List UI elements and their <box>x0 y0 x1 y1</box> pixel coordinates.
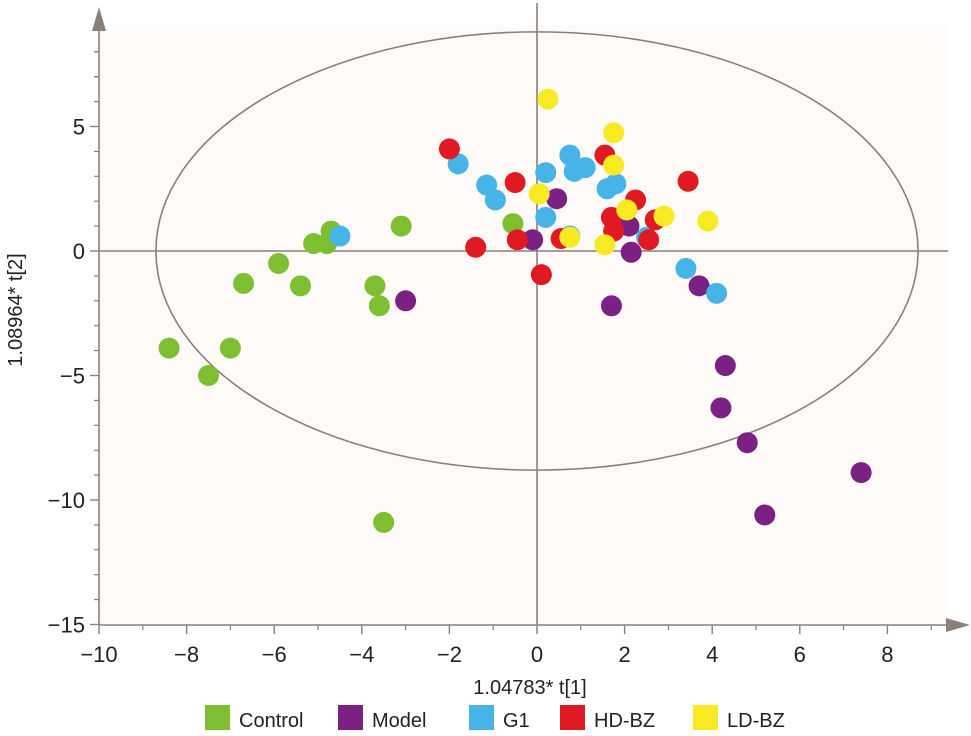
legend-swatch-ld-bz <box>693 705 718 730</box>
x-tick-label: −2 <box>437 642 462 667</box>
point-ld-bz <box>603 122 625 144</box>
x-tick-label: 2 <box>618 642 630 667</box>
data-points <box>158 88 872 533</box>
point-ld-bz <box>537 88 559 110</box>
x-axis-title: 1.04783* t[1] <box>473 677 586 699</box>
point-g1 <box>535 206 557 228</box>
x-tick-label: 8 <box>881 642 893 667</box>
point-g1 <box>574 157 596 179</box>
legend-label-hd-bz: HD-BZ <box>594 710 655 732</box>
y-tick-label: −5 <box>60 364 85 389</box>
x-tick-label: 6 <box>794 642 806 667</box>
point-g1 <box>535 162 557 184</box>
x-tick-label: 4 <box>706 642 718 667</box>
point-g1 <box>559 144 581 166</box>
legend-swatch-hd-bz <box>560 705 585 730</box>
point-control <box>390 215 412 237</box>
point-control <box>373 511 395 533</box>
point-hd-bz <box>638 229 660 251</box>
point-control <box>219 337 241 359</box>
point-g1 <box>605 173 627 195</box>
legend-label-model: Model <box>372 710 426 732</box>
point-control <box>198 365 219 386</box>
point-model <box>754 504 776 526</box>
point-model <box>522 229 544 251</box>
point-hd-bz <box>504 172 526 194</box>
plot-background <box>99 25 948 625</box>
x-axis-arrowhead <box>946 618 970 632</box>
x-tick-label: −6 <box>262 642 287 667</box>
legend-swatch-model <box>338 705 363 730</box>
point-control <box>233 272 255 294</box>
point-hd-bz <box>506 229 528 251</box>
point-ld-bz <box>603 154 625 176</box>
point-hd-bz <box>438 138 460 160</box>
point-model <box>688 275 710 297</box>
point-model <box>600 295 622 317</box>
point-model <box>546 188 568 210</box>
point-g1 <box>706 282 728 304</box>
point-model <box>710 397 732 419</box>
point-control <box>158 337 180 359</box>
point-hd-bz <box>465 236 487 258</box>
point-model <box>850 462 872 484</box>
point-ld-bz <box>653 205 675 227</box>
point-ld-bz <box>528 183 550 205</box>
point-model <box>736 432 758 454</box>
tick-labels: −10 −8 −6 −4 −2 0 2 4 6 8 5 0 −5 −10 −15 <box>48 115 894 668</box>
tick-marks <box>90 51 932 634</box>
point-g1 <box>484 189 506 211</box>
point-g1 <box>675 257 697 279</box>
y-axis-title: 1.08964* t[2] <box>5 253 27 366</box>
y-tick-label: −15 <box>48 613 85 638</box>
point-model <box>620 241 642 263</box>
point-ld-bz <box>594 234 616 256</box>
legend-swatch-control <box>205 705 230 730</box>
y-tick-label: 0 <box>73 239 85 264</box>
legend: Control Model G1 HD-BZ LD-BZ <box>205 705 785 732</box>
legend-label-ld-bz: LD-BZ <box>727 710 785 732</box>
point-ld-bz <box>616 199 638 221</box>
point-g1 <box>329 225 351 247</box>
y-tick-label: −10 <box>48 488 85 513</box>
point-model <box>714 355 736 377</box>
point-hd-bz <box>530 264 552 286</box>
point-control <box>364 275 386 297</box>
point-control <box>289 275 311 297</box>
y-tick-label: 5 <box>73 115 85 140</box>
point-ld-bz <box>559 226 581 248</box>
x-tick-label: −8 <box>174 642 199 667</box>
point-control <box>502 213 524 235</box>
legend-swatch-g1 <box>469 705 494 730</box>
point-control <box>268 252 290 274</box>
point-ld-bz <box>697 210 719 232</box>
x-tick-label: 0 <box>531 642 543 667</box>
point-model <box>395 290 417 312</box>
x-tick-label: −10 <box>80 642 117 667</box>
legend-label-control: Control <box>239 710 303 732</box>
legend-label-g1: G1 <box>503 710 530 732</box>
point-control <box>368 295 390 317</box>
y-axis-arrowhead <box>92 7 106 31</box>
point-hd-bz <box>677 170 699 192</box>
x-tick-label: −4 <box>349 642 374 667</box>
